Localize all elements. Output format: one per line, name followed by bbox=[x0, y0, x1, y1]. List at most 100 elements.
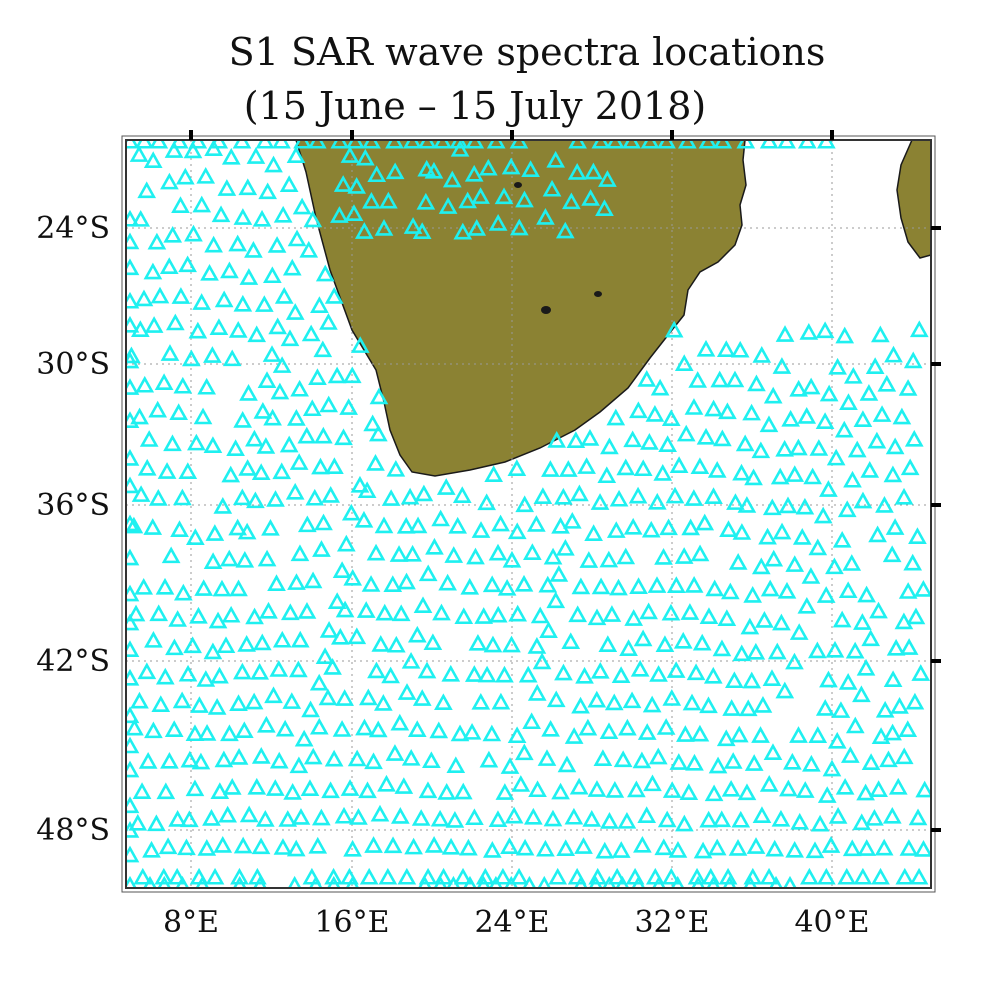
wave-spectrum-marker bbox=[343, 568, 363, 586]
lon-label-16e: 16°E bbox=[314, 905, 389, 940]
wave-spectrum-marker bbox=[287, 408, 306, 426]
wave-spectrum-marker bbox=[892, 407, 912, 425]
wave-spectrum-marker bbox=[800, 867, 819, 885]
wave-spectrum-marker bbox=[489, 875, 503, 888]
wave-spectrum-marker bbox=[180, 810, 199, 828]
wave-spectrum-marker bbox=[543, 547, 563, 565]
wave-spectrum-marker bbox=[845, 641, 865, 659]
wave-spectrum-marker bbox=[629, 577, 648, 594]
wave-spectrum-marker bbox=[914, 839, 931, 857]
wave-spectrum-marker bbox=[126, 604, 146, 622]
wave-spectrum-marker bbox=[347, 627, 367, 645]
wave-spectrum-marker bbox=[501, 157, 521, 175]
wave-spectrum-marker bbox=[753, 696, 773, 713]
wave-spectrum-marker bbox=[396, 516, 416, 534]
wave-spectrum-marker bbox=[507, 726, 527, 744]
wave-spectrum-marker bbox=[333, 175, 353, 192]
wave-spectrum-marker bbox=[267, 236, 287, 253]
wave-spectrum-marker bbox=[676, 725, 695, 742]
wave-spectrum-marker bbox=[272, 356, 292, 373]
wave-spectrum-marker bbox=[502, 550, 522, 568]
wave-spectrum-marker bbox=[769, 875, 783, 888]
wave-spectrum-marker bbox=[374, 219, 394, 236]
wave-spectrum-marker bbox=[160, 172, 179, 190]
wave-spectrum-marker bbox=[696, 427, 716, 445]
wave-spectrum-marker bbox=[632, 751, 652, 769]
wave-spectrum-marker bbox=[817, 786, 837, 803]
wave-spectrum-marker bbox=[852, 685, 871, 703]
wave-spectrum-marker bbox=[783, 875, 797, 888]
wave-spectrum-marker bbox=[795, 781, 815, 798]
wave-spectrum-marker bbox=[770, 467, 790, 485]
wave-spectrum-marker bbox=[817, 867, 836, 885]
wave-spectrum-marker bbox=[856, 658, 876, 676]
wave-spectrum-marker bbox=[856, 783, 875, 801]
wave-spectrum-marker bbox=[789, 726, 808, 743]
wave-spectrum-marker bbox=[695, 513, 715, 531]
wave-spectrum-marker bbox=[273, 838, 293, 855]
wave-spectrum-marker bbox=[515, 838, 535, 856]
wave-spectrum-marker bbox=[693, 841, 713, 859]
wave-spectrum-marker bbox=[374, 694, 393, 711]
wave-spectrum-marker bbox=[283, 783, 302, 800]
wave-spectrum-marker bbox=[675, 814, 694, 832]
wave-spectrum-marker bbox=[203, 436, 223, 453]
wave-spectrum-marker bbox=[845, 716, 865, 734]
wave-spectrum-marker bbox=[903, 351, 923, 369]
wave-spectrum-marker bbox=[654, 548, 673, 565]
wave-spectrum-marker bbox=[269, 751, 289, 769]
wave-spectrum-marker bbox=[600, 437, 619, 455]
wave-spectrum-marker bbox=[131, 209, 151, 227]
wave-spectrum-marker bbox=[541, 719, 560, 737]
wave-spectrum-marker bbox=[537, 749, 557, 766]
wave-spectrum-marker bbox=[879, 750, 898, 768]
wave-spectrum-marker bbox=[598, 170, 617, 187]
wave-spectrum-marker bbox=[763, 743, 783, 761]
wave-spectrum-marker bbox=[383, 836, 403, 854]
wave-spectrum-marker bbox=[422, 751, 441, 769]
wave-spectrum-marker bbox=[599, 550, 619, 568]
map-subtitle: (15 June – 15 July 2018) bbox=[243, 84, 707, 128]
wave-spectrum-marker bbox=[303, 210, 323, 228]
wave-spectrum-marker bbox=[229, 748, 249, 765]
wave-spectrum-marker bbox=[720, 582, 740, 600]
wave-spectrum-marker bbox=[297, 515, 317, 533]
wave-spectrum-marker bbox=[482, 724, 502, 742]
wave-spectrum-marker bbox=[860, 461, 880, 478]
wave-spectrum-marker bbox=[527, 515, 546, 532]
wave-spectrum-marker bbox=[459, 838, 478, 856]
wave-spectrum-marker bbox=[575, 666, 594, 684]
wave-spectrum-marker bbox=[704, 487, 723, 504]
wave-spectrum-marker bbox=[567, 163, 587, 180]
wave-spectrum-marker bbox=[813, 506, 833, 524]
wave-spectrum-marker bbox=[842, 839, 862, 857]
wave-spectrum-marker bbox=[261, 518, 280, 536]
wave-spectrum-marker bbox=[618, 718, 637, 736]
wave-spectrum-marker bbox=[903, 553, 923, 571]
wave-spectrum-marker bbox=[264, 155, 283, 173]
wave-spectrum-marker bbox=[831, 701, 851, 718]
wave-spectrum-marker bbox=[367, 661, 386, 679]
wave-spectrum-marker bbox=[233, 294, 253, 312]
wave-spectrum-marker bbox=[178, 255, 197, 273]
wave-spectrum-marker bbox=[408, 516, 428, 534]
wave-spectrum-marker bbox=[551, 516, 570, 534]
wave-spectrum-marker bbox=[301, 700, 320, 718]
wave-spectrum-marker bbox=[514, 574, 534, 592]
wave-spectrum-marker bbox=[808, 641, 827, 659]
wave-spectrum-marker bbox=[135, 375, 155, 393]
lake-marker bbox=[594, 291, 602, 297]
wave-spectrum-marker bbox=[430, 809, 450, 827]
wave-spectrum-marker bbox=[289, 756, 309, 774]
wave-spectrum-marker bbox=[574, 875, 588, 888]
wave-spectrum-marker bbox=[508, 604, 528, 622]
wave-spectrum-marker bbox=[484, 465, 504, 483]
wave-spectrum-marker bbox=[228, 320, 248, 338]
wave-spectrum-marker bbox=[606, 521, 626, 538]
wave-spectrum-marker bbox=[229, 579, 248, 597]
wave-spectrum-marker bbox=[666, 576, 686, 593]
wave-spectrum-marker bbox=[160, 344, 180, 361]
wave-spectrum-marker bbox=[144, 316, 164, 333]
wave-spectrum-marker bbox=[706, 875, 721, 888]
wave-spectrum-marker bbox=[853, 867, 873, 885]
